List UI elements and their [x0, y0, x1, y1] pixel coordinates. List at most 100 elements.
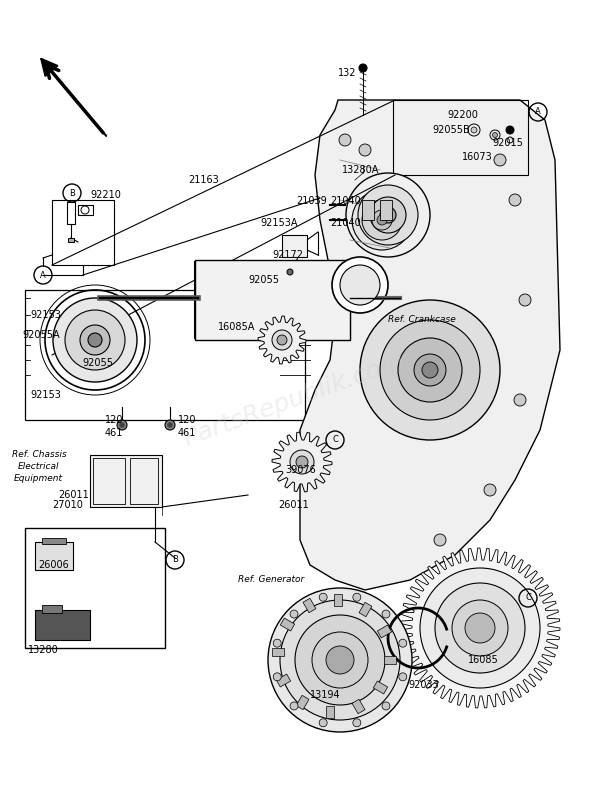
Bar: [352, 699, 365, 714]
Circle shape: [382, 610, 390, 618]
Text: 120: 120: [178, 415, 197, 425]
Circle shape: [399, 673, 407, 681]
Circle shape: [353, 593, 361, 601]
Text: Electrical: Electrical: [18, 462, 59, 471]
Circle shape: [452, 600, 508, 656]
Circle shape: [65, 310, 125, 370]
Circle shape: [290, 610, 298, 618]
Text: Ref. Chassis: Ref. Chassis: [12, 450, 67, 459]
Circle shape: [120, 423, 124, 427]
Circle shape: [471, 127, 477, 133]
Text: 92055: 92055: [82, 358, 113, 368]
Text: B: B: [69, 189, 75, 197]
Circle shape: [326, 646, 354, 674]
Bar: [272, 648, 284, 656]
Bar: [93, 458, 125, 504]
Circle shape: [53, 298, 137, 382]
Bar: [359, 602, 372, 617]
Polygon shape: [400, 548, 560, 708]
Text: A: A: [40, 271, 46, 280]
Circle shape: [165, 420, 175, 430]
Text: 27010: 27010: [52, 500, 83, 510]
Circle shape: [88, 333, 102, 347]
Text: 92153A: 92153A: [260, 218, 297, 228]
Circle shape: [420, 568, 540, 688]
Bar: [67, 202, 75, 224]
Circle shape: [359, 144, 371, 156]
Circle shape: [273, 639, 281, 647]
Circle shape: [346, 173, 430, 257]
Circle shape: [319, 719, 327, 727]
Circle shape: [80, 325, 110, 355]
Bar: [195, 260, 350, 340]
Circle shape: [340, 265, 380, 305]
Bar: [296, 695, 309, 710]
Text: 26011: 26011: [278, 500, 309, 510]
Circle shape: [319, 593, 327, 601]
Circle shape: [280, 600, 400, 720]
Text: 13280A: 13280A: [342, 165, 379, 175]
Text: 21040: 21040: [330, 196, 360, 206]
Text: Equipment: Equipment: [14, 474, 63, 483]
Bar: [25, 290, 305, 420]
Bar: [378, 625, 392, 638]
Circle shape: [514, 394, 526, 406]
Text: 16073: 16073: [462, 152, 493, 162]
Text: C: C: [525, 594, 531, 602]
Text: 39076: 39076: [285, 465, 316, 475]
Text: B: B: [172, 555, 178, 565]
Text: 92055: 92055: [248, 275, 279, 285]
Bar: [35, 542, 73, 570]
Circle shape: [414, 354, 446, 386]
Text: 21040: 21040: [330, 218, 360, 228]
Circle shape: [360, 300, 500, 440]
Polygon shape: [272, 432, 332, 492]
Text: 26011: 26011: [58, 490, 89, 500]
Circle shape: [295, 615, 385, 705]
Bar: [25, 528, 165, 648]
Circle shape: [372, 210, 392, 230]
Bar: [78, 205, 93, 215]
Circle shape: [465, 613, 495, 643]
Text: A: A: [535, 108, 541, 117]
Circle shape: [509, 194, 521, 206]
Bar: [90, 455, 162, 507]
Circle shape: [167, 423, 173, 427]
Text: 92055B: 92055B: [432, 125, 470, 135]
Bar: [373, 681, 388, 694]
Bar: [130, 458, 158, 504]
Circle shape: [484, 484, 496, 496]
Circle shape: [332, 257, 388, 313]
Text: 16085: 16085: [468, 655, 499, 665]
Bar: [42, 605, 62, 613]
Circle shape: [272, 330, 292, 350]
Text: 13280: 13280: [28, 645, 59, 655]
Text: C: C: [332, 435, 338, 444]
Bar: [282, 235, 307, 257]
Text: 461: 461: [178, 428, 196, 438]
Text: 21039: 21039: [296, 196, 327, 206]
Text: 132: 132: [338, 68, 356, 78]
Bar: [35, 610, 90, 640]
Bar: [326, 706, 334, 718]
Circle shape: [296, 456, 308, 468]
Circle shape: [434, 534, 446, 546]
Circle shape: [273, 673, 281, 681]
Circle shape: [312, 632, 368, 688]
Circle shape: [117, 420, 127, 430]
Circle shape: [290, 702, 298, 710]
Circle shape: [382, 702, 390, 710]
Text: 92153: 92153: [30, 310, 61, 320]
Circle shape: [358, 185, 418, 245]
Text: 120: 120: [105, 415, 124, 425]
Text: 92055A: 92055A: [22, 330, 59, 340]
Circle shape: [380, 320, 480, 420]
Text: 461: 461: [105, 428, 123, 438]
Bar: [334, 594, 342, 606]
Text: 21163: 21163: [188, 175, 219, 185]
Polygon shape: [258, 316, 306, 364]
Text: PartsRepublik.com: PartsRepublik.com: [181, 348, 408, 451]
Bar: [362, 200, 374, 220]
Text: 92015: 92015: [492, 138, 523, 148]
Circle shape: [435, 583, 525, 673]
